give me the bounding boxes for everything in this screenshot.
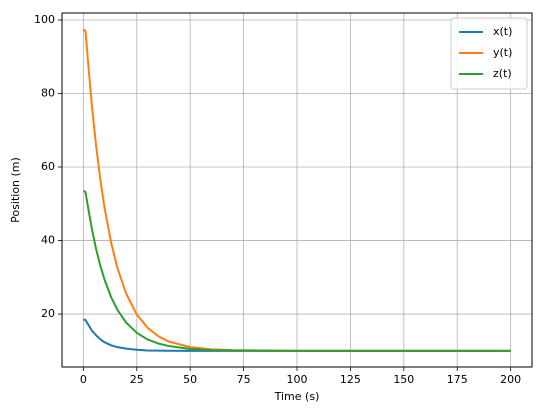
legend-label: z(t) (493, 67, 512, 80)
y-tick-label: 60 (41, 160, 55, 173)
y-tick-label: 20 (41, 307, 55, 320)
x-tick-label: 75 (237, 373, 251, 386)
x-tick-label: 150 (393, 373, 414, 386)
y-tick-label: 40 (41, 234, 55, 247)
x-tick-label: 125 (340, 373, 361, 386)
legend-label: x(t) (493, 25, 512, 38)
y-tick-label: 100 (34, 13, 55, 26)
x-tick-label: 50 (183, 373, 197, 386)
y-axis-label: Position (m) (9, 157, 22, 223)
x-tick-label: 175 (447, 373, 468, 386)
legend-label: y(t) (493, 46, 512, 59)
x-tick-label: 0 (80, 373, 87, 386)
legend-box (450, 17, 528, 90)
x-tick-label: 100 (287, 373, 308, 386)
line-series (82, 190, 511, 352)
x-tick-label: 200 (500, 373, 521, 386)
y-tick-label: 80 (41, 87, 55, 100)
x-tick-label: 25 (130, 373, 144, 386)
plot-frame (61, 12, 533, 368)
x-axis-label: Time (s) (274, 390, 320, 403)
